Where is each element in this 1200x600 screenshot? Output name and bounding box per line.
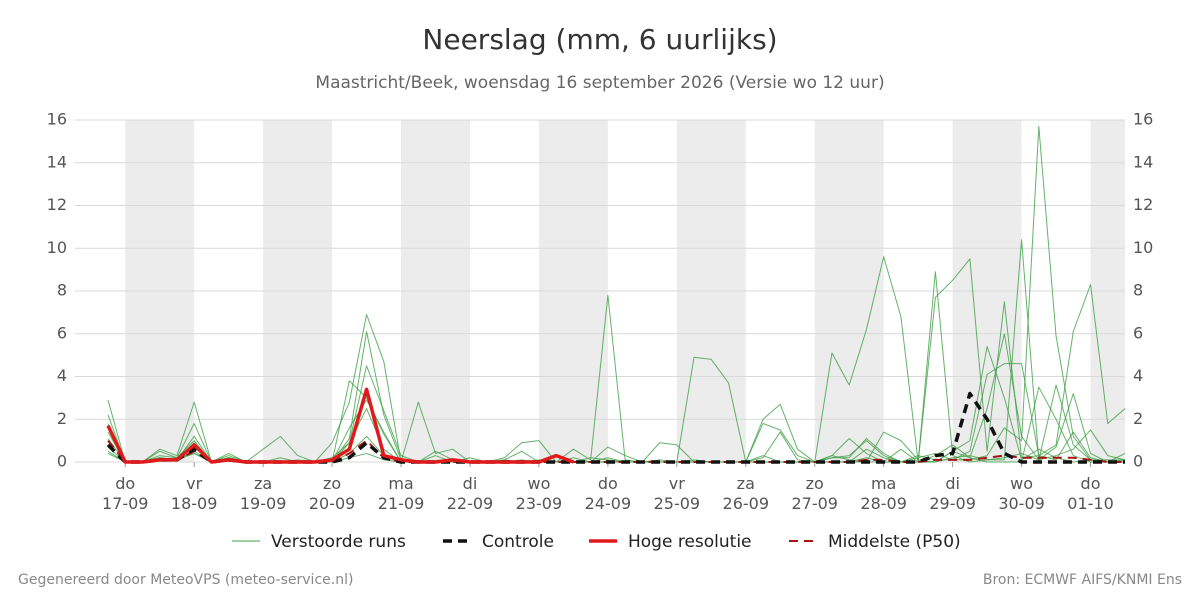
- x-tick-label-line: do: [1081, 474, 1101, 493]
- x-tick-label: di 29-09: [929, 474, 976, 513]
- y2-tick-label: 12: [1133, 195, 1153, 214]
- y-tick-label: 0: [57, 452, 67, 471]
- y-tick-label: 6: [57, 323, 67, 342]
- x-tick-label: wo 23-09: [516, 474, 563, 513]
- x-tick-label-line: 19-09: [240, 494, 287, 513]
- y2-tick-label: 14: [1133, 152, 1153, 171]
- y-tick-label: 14: [47, 152, 67, 171]
- x-tick-label: vr 18-09: [171, 474, 218, 513]
- x-tick-label-line: vr: [186, 474, 202, 493]
- x-tick-label-line: do: [598, 474, 618, 493]
- legend-label: Verstoorde runs: [271, 532, 406, 552]
- x-tick-label-line: do: [115, 474, 135, 493]
- x-tick-label: wo 30-09: [998, 474, 1045, 513]
- x-tick-label: do 24-09: [585, 474, 632, 513]
- x-tick-label-line: di: [463, 474, 478, 493]
- x-tick-label-line: za: [737, 474, 755, 493]
- x-tick-label-line: 27-09: [791, 494, 838, 513]
- chart-title: Neerslag (mm, 6 uurlijks): [422, 23, 777, 56]
- ensemble-line: [107, 294, 1125, 463]
- y-tick-label: 8: [57, 281, 67, 300]
- x-tick-label-line: 24-09: [585, 494, 632, 513]
- x-tick-label-line: za: [254, 474, 272, 493]
- x-tick-label: za 26-09: [723, 474, 770, 513]
- y-tick-label: 16: [47, 110, 67, 129]
- x-tick-label-line: 21-09: [378, 494, 425, 513]
- x-tick-label-line: 29-09: [929, 494, 976, 513]
- x-tick-label-line: zo: [806, 474, 824, 493]
- x-tick-label-line: 17-09: [102, 494, 149, 513]
- x-tick-label-line: 22-09: [447, 494, 494, 513]
- x-tick-label: di 22-09: [447, 474, 494, 513]
- y2-tick-label: 4: [1133, 366, 1143, 385]
- x-tick-label-line: 20-09: [309, 494, 356, 513]
- footer-left: Gegenereerd door MeteoVPS (meteo-service…: [18, 572, 353, 588]
- y2-tick-label: 0: [1133, 452, 1143, 471]
- ensemble-line: [107, 333, 1126, 463]
- y2-tick-label: 8: [1133, 281, 1143, 300]
- y-tick-label: 12: [47, 195, 67, 214]
- x-tick-label-line: 28-09: [860, 494, 907, 513]
- x-tick-label-line: vr: [669, 474, 685, 493]
- x-tick-label: zo 27-09: [791, 474, 838, 513]
- x-tick-label-line: wo: [527, 474, 550, 493]
- x-tick-label-line: 01-10: [1067, 494, 1114, 513]
- footer-right: Bron: ECMWF AIFS/KNMI Ens: [983, 572, 1182, 588]
- x-tick-label-line: 25-09: [654, 494, 701, 513]
- series-line: [106, 387, 575, 464]
- x-tick-label: ma 21-09: [378, 474, 425, 513]
- x-tick-label-line: 30-09: [998, 494, 1045, 513]
- y-tick-label: 10: [47, 238, 67, 257]
- x-tick-label-line: 26-09: [723, 494, 770, 513]
- x-tick-label-line: zo: [323, 474, 341, 493]
- x-tick-label: zo 20-09: [309, 474, 356, 513]
- legend-label: Hoge resolutie: [628, 532, 752, 552]
- x-tick-label-line: 23-09: [516, 494, 563, 513]
- x-tick-label: do 17-09: [102, 474, 149, 513]
- y-tick-label: 4: [57, 366, 67, 385]
- x-tick-label-line: wo: [1010, 474, 1033, 493]
- x-tick-label: vr 25-09: [654, 474, 701, 513]
- y2-tick-label: 10: [1133, 238, 1153, 257]
- x-tick-label: do 01-10: [1067, 474, 1114, 513]
- y2-tick-label: 6: [1133, 323, 1143, 342]
- x-tick-label-line: 18-09: [171, 494, 218, 513]
- x-tick-label-line: ma: [388, 474, 413, 493]
- x-tick-label-line: ma: [871, 474, 896, 493]
- x-tick-label: za 19-09: [240, 474, 287, 513]
- x-tick-label: ma 28-09: [860, 474, 907, 513]
- legend-label: Controle: [482, 532, 554, 552]
- y-tick-label: 2: [57, 409, 67, 428]
- y2-tick-label: 2: [1133, 409, 1143, 428]
- x-tick-label-line: di: [945, 474, 960, 493]
- legend-label: Middelste (P50): [828, 532, 961, 552]
- chart-subtitle: Maastricht/Beek, woensdag 16 september 2…: [315, 73, 884, 93]
- y2-tick-label: 16: [1133, 110, 1153, 129]
